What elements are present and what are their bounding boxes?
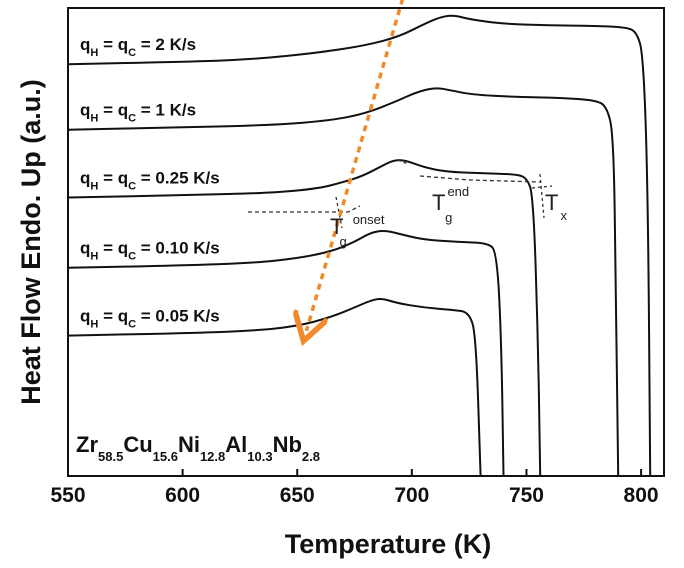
x-axis-ticks <box>67 469 643 476</box>
x-tick-label-650: 650 <box>280 484 315 507</box>
curve-series-1 <box>67 87 620 477</box>
x-tick-label-700: 700 <box>394 484 429 507</box>
x-axis-title: Temperature (K) <box>285 529 492 559</box>
curve-label-1: qH = qC = 1 K/s <box>80 101 196 125</box>
curve-label-0: qH = qC = 2 K/s <box>80 35 196 59</box>
tangent-construction-lines <box>248 159 553 229</box>
tx-label: Tx <box>545 190 567 223</box>
curve-series-3 <box>67 229 505 477</box>
x-axis-tick-labels: 550 600 650 700 750 800 <box>50 484 658 507</box>
x-tick-label-550: 550 <box>50 484 85 507</box>
curve-labels: qH = qC = 2 K/s qH = qC = 1 K/s qH = qC = … <box>80 35 220 330</box>
curve-label-4: qH = qC = 0.05 K/s <box>80 307 220 331</box>
y-axis-title: Heat Flow Endo. Up (a.u.) <box>16 79 46 405</box>
x-tick-label-800: 800 <box>624 484 659 507</box>
curve-series-4 <box>67 297 482 477</box>
x-tick-label-600: 600 <box>165 484 200 507</box>
composition-label: Zr58.5Cu15.6Ni12.8Al10.3Nb2.8 <box>76 432 320 464</box>
plot-frame <box>67 7 665 477</box>
curve-label-3: qH = qC = 0.10 K/s <box>80 239 220 263</box>
curve-series-0 <box>67 14 652 477</box>
curve-label-2: qH = qC = 0.25 K/s <box>80 169 220 193</box>
trend-arrow <box>306 0 405 331</box>
x-tick-label-750: 750 <box>509 484 544 507</box>
